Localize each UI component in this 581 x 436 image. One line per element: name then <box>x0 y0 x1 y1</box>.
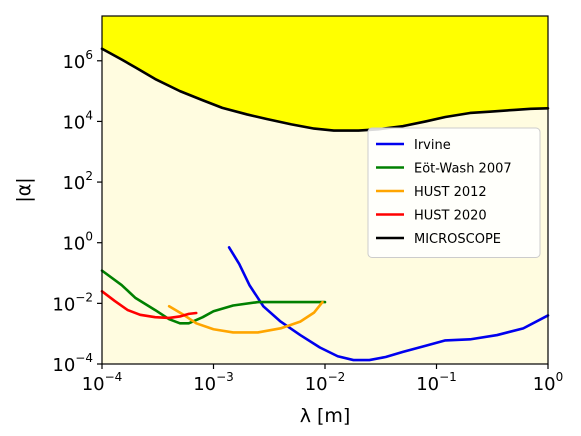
x-tick-label: 100 <box>533 370 564 395</box>
x-tick-exponent: −1 <box>439 370 457 384</box>
y-tick-label: 10−2 <box>52 290 93 315</box>
series-line-e-t-wash-2007 <box>100 269 327 325</box>
x-tick-base: 10 <box>82 374 105 395</box>
y-tick-label: 106 <box>62 48 93 73</box>
x-tick-label: 10−3 <box>193 370 234 395</box>
y-tick-exponent: 6 <box>85 48 93 62</box>
excluded-region-fill <box>102 16 548 131</box>
x-tick-exponent: −3 <box>216 370 234 384</box>
y-tick-exponent: −4 <box>75 351 93 365</box>
x-tick-label: 10−2 <box>305 370 346 395</box>
y-tick-base: 10 <box>52 294 75 315</box>
y-tick-base: 10 <box>52 355 75 376</box>
x-tick-exponent: 0 <box>556 370 564 384</box>
x-tick-base: 10 <box>305 374 328 395</box>
legend-label: Eöt-Wash 2007 <box>414 162 512 177</box>
legend-box <box>367 127 541 258</box>
y-tick-label: 100 <box>62 230 93 255</box>
y-tick-label: 102 <box>62 169 93 194</box>
x-tick-base: 10 <box>193 374 216 395</box>
y-tick-exponent: 0 <box>85 230 93 244</box>
legend: Irvine Eöt-Wash 2007 HUST 2012 HUST 2020 MIC… <box>367 127 541 258</box>
y-tick-base: 10 <box>62 173 85 194</box>
y-tick-exponent: 2 <box>85 169 93 183</box>
series-line-hust-2012 <box>167 300 324 334</box>
y-tick-label: 10−4 <box>52 351 93 376</box>
legend-label: Irvine <box>414 138 451 153</box>
y-tick-label: 104 <box>62 108 93 133</box>
x-tick-base: 10 <box>416 374 439 395</box>
x-tick-exponent: −2 <box>328 370 346 384</box>
series-line-microscope <box>100 47 550 132</box>
y-tick-base: 10 <box>62 112 85 133</box>
y-axis-label: |α| <box>13 177 35 202</box>
legend-label: MICROSCOPE <box>414 232 501 247</box>
x-axis-label: λ [m] <box>300 405 351 427</box>
series-layer <box>100 47 550 362</box>
series-line-hust-2020 <box>100 289 198 320</box>
x-tick-exponent: −4 <box>105 370 123 384</box>
legend-label: HUST 2020 <box>414 209 487 224</box>
y-tick-base: 10 <box>62 234 85 255</box>
y-tick-exponent: −2 <box>75 290 93 304</box>
y-tick-base: 10 <box>62 52 85 73</box>
x-axis: 10−4 10−3 10−2 10−1 100 <box>82 364 564 395</box>
x-tick-label: 10−1 <box>416 370 457 395</box>
x-tick-base: 10 <box>533 374 556 395</box>
x-tick-label: 10−4 <box>82 370 123 395</box>
legend-label: HUST 2012 <box>414 185 487 200</box>
y-tick-exponent: 4 <box>85 108 93 122</box>
